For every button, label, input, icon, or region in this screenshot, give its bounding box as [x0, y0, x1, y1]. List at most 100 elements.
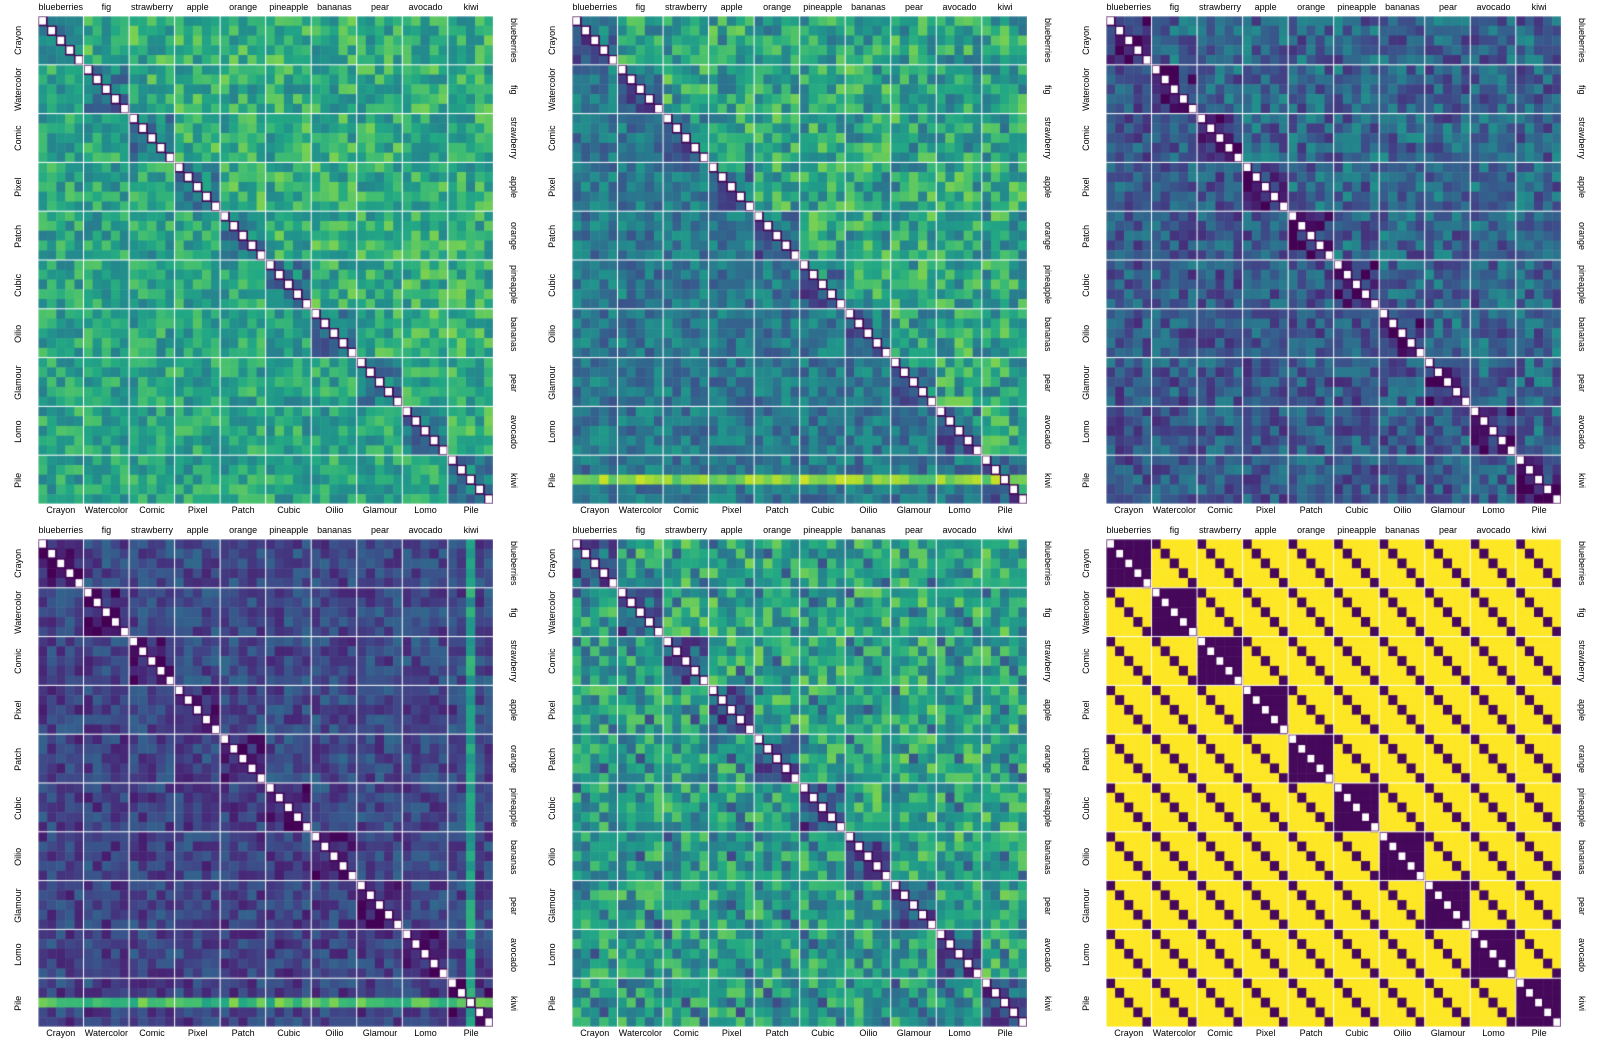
- axis-tick-label: pear: [1564, 881, 1600, 930]
- axis-tick-label: bananas: [1380, 525, 1426, 539]
- axis-tick-label: Pixel: [534, 163, 570, 212]
- axis-tick-label: Watercolor: [534, 65, 570, 114]
- axis-tick-label: kiwi: [1516, 525, 1562, 539]
- axis-tick-label: Oilio: [312, 505, 358, 519]
- axis-tick-label: Watercolor: [0, 588, 36, 637]
- axis-tick-label: Pile: [982, 1028, 1028, 1042]
- axis-tick-label: Comic: [1068, 637, 1104, 686]
- axis-tick-label: Patch: [1068, 212, 1104, 261]
- axis-tick-label: blueberries: [1106, 525, 1152, 539]
- axis-tick-label: Pile: [1068, 456, 1104, 505]
- axis-tick-label: pear: [496, 881, 532, 930]
- axis-tick-label: Oilio: [1068, 309, 1104, 358]
- bottom-labels: CrayonWatercolorComicPixelPatchCubicOili…: [38, 505, 494, 519]
- axis-tick-label: Pixel: [175, 505, 221, 519]
- axis-tick-label: Pile: [1068, 979, 1104, 1028]
- axis-tick-label: bananas: [846, 2, 892, 16]
- axis-tick-label: Glamour: [891, 505, 937, 519]
- axis-tick-label: orange: [1288, 2, 1334, 16]
- axis-tick-label: Crayon: [1068, 539, 1104, 588]
- axis-tick-label: apple: [709, 525, 755, 539]
- top-labels: blueberriesfigstrawberryappleorangepinea…: [572, 525, 1028, 539]
- axis-tick-label: Lomo: [403, 1028, 449, 1042]
- left-labels: CrayonWatercolorComicPixelPatchCubicOili…: [1068, 16, 1104, 505]
- axis-tick-label: bananas: [496, 832, 532, 881]
- axis-tick-label: fig: [1152, 2, 1198, 16]
- axis-tick-label: Pixel: [175, 1028, 221, 1042]
- left-labels: CrayonWatercolorComicPixelPatchCubicOili…: [534, 16, 570, 505]
- axis-tick-label: Patch: [1068, 735, 1104, 784]
- axis-tick-label: kiwi: [448, 2, 494, 16]
- axis-tick-label: Pixel: [709, 1028, 755, 1042]
- bottom-labels: CrayonWatercolorComicPixelPatchCubicOili…: [1106, 1028, 1562, 1042]
- axis-tick-label: fig: [84, 2, 130, 16]
- axis-tick-label: Glamour: [1068, 358, 1104, 407]
- axis-tick-label: Cubic: [266, 505, 312, 519]
- axis-tick-label: Pile: [0, 456, 36, 505]
- axis-tick-label: bananas: [1380, 2, 1426, 16]
- axis-tick-label: Pixel: [709, 505, 755, 519]
- right-labels: blueberriesfigstrawberryappleorangepinea…: [1030, 539, 1066, 1028]
- axis-tick-label: Lomo: [1471, 1028, 1517, 1042]
- axis-tick-label: avocado: [1030, 407, 1066, 456]
- axis-tick-label: avocado: [1471, 2, 1517, 16]
- axis-tick-label: Watercolor: [84, 1028, 130, 1042]
- axis-tick-label: Patch: [0, 735, 36, 784]
- axis-tick-label: Comic: [129, 1028, 175, 1042]
- axis-tick-label: Crayon: [534, 16, 570, 65]
- axis-tick-label: Comic: [1197, 1028, 1243, 1042]
- axis-tick-label: bananas: [312, 2, 358, 16]
- axis-tick-label: Crayon: [38, 1028, 84, 1042]
- axis-tick-label: pineapple: [496, 784, 532, 833]
- axis-tick-label: Cubic: [800, 505, 846, 519]
- axis-tick-label: apple: [496, 163, 532, 212]
- axis-tick-label: Watercolor: [0, 65, 36, 114]
- left-labels: CrayonWatercolorComicPixelPatchCubicOili…: [534, 539, 570, 1028]
- left-labels: CrayonWatercolorComicPixelPatchCubicOili…: [0, 539, 36, 1028]
- axis-tick-label: strawberry: [1564, 637, 1600, 686]
- axis-tick-label: fig: [618, 2, 664, 16]
- heatmap-p01: [572, 16, 1028, 505]
- panel-p12: blueberriesfigstrawberryappleorangepinea…: [1068, 523, 1600, 1044]
- axis-tick-label: Lomo: [1471, 505, 1517, 519]
- axis-tick-label: Pile: [448, 505, 494, 519]
- axis-tick-label: pineapple: [1334, 525, 1380, 539]
- axis-tick-label: orange: [1564, 212, 1600, 261]
- axis-tick-label: avocado: [1564, 407, 1600, 456]
- axis-tick-label: kiwi: [1516, 2, 1562, 16]
- right-labels: blueberriesfigstrawberryappleorangepinea…: [1564, 16, 1600, 505]
- axis-tick-label: Pixel: [0, 163, 36, 212]
- axis-tick-label: bananas: [1564, 832, 1600, 881]
- axis-tick-label: pear: [1564, 358, 1600, 407]
- axis-tick-label: bananas: [496, 309, 532, 358]
- axis-tick-label: blueberries: [38, 525, 84, 539]
- axis-tick-label: Glamour: [0, 358, 36, 407]
- axis-tick-label: Glamour: [1425, 505, 1471, 519]
- top-labels: blueberriesfigstrawberryappleorangepinea…: [38, 2, 494, 16]
- axis-tick-label: Patch: [534, 735, 570, 784]
- axis-tick-label: Oilio: [846, 505, 892, 519]
- panel-p11: blueberriesfigstrawberryappleorangepinea…: [534, 523, 1066, 1044]
- axis-tick-label: Comic: [663, 505, 709, 519]
- axis-tick-label: avocado: [937, 2, 983, 16]
- axis-tick-label: Oilio: [1068, 832, 1104, 881]
- right-labels: blueberriesfigstrawberryappleorangepinea…: [1030, 16, 1066, 505]
- axis-tick-label: pineapple: [1030, 261, 1066, 310]
- axis-tick-label: blueberries: [572, 2, 618, 16]
- axis-tick-label: blueberries: [1106, 2, 1152, 16]
- axis-tick-label: bananas: [846, 525, 892, 539]
- axis-tick-label: Pile: [534, 979, 570, 1028]
- axis-tick-label: blueberries: [38, 2, 84, 16]
- axis-tick-label: blueberries: [1030, 539, 1066, 588]
- axis-tick-label: bananas: [1564, 309, 1600, 358]
- axis-tick-label: Lomo: [0, 930, 36, 979]
- axis-tick-label: strawberry: [663, 525, 709, 539]
- axis-tick-label: Crayon: [572, 1028, 618, 1042]
- axis-tick-label: Cubic: [1334, 1028, 1380, 1042]
- heatmap-grid: blueberriesfigstrawberryappleorangepinea…: [0, 0, 1600, 1044]
- axis-tick-label: pear: [1425, 2, 1471, 16]
- axis-tick-label: strawberry: [496, 637, 532, 686]
- axis-tick-label: strawberry: [663, 2, 709, 16]
- axis-tick-label: avocado: [496, 407, 532, 456]
- axis-tick-label: Patch: [754, 1028, 800, 1042]
